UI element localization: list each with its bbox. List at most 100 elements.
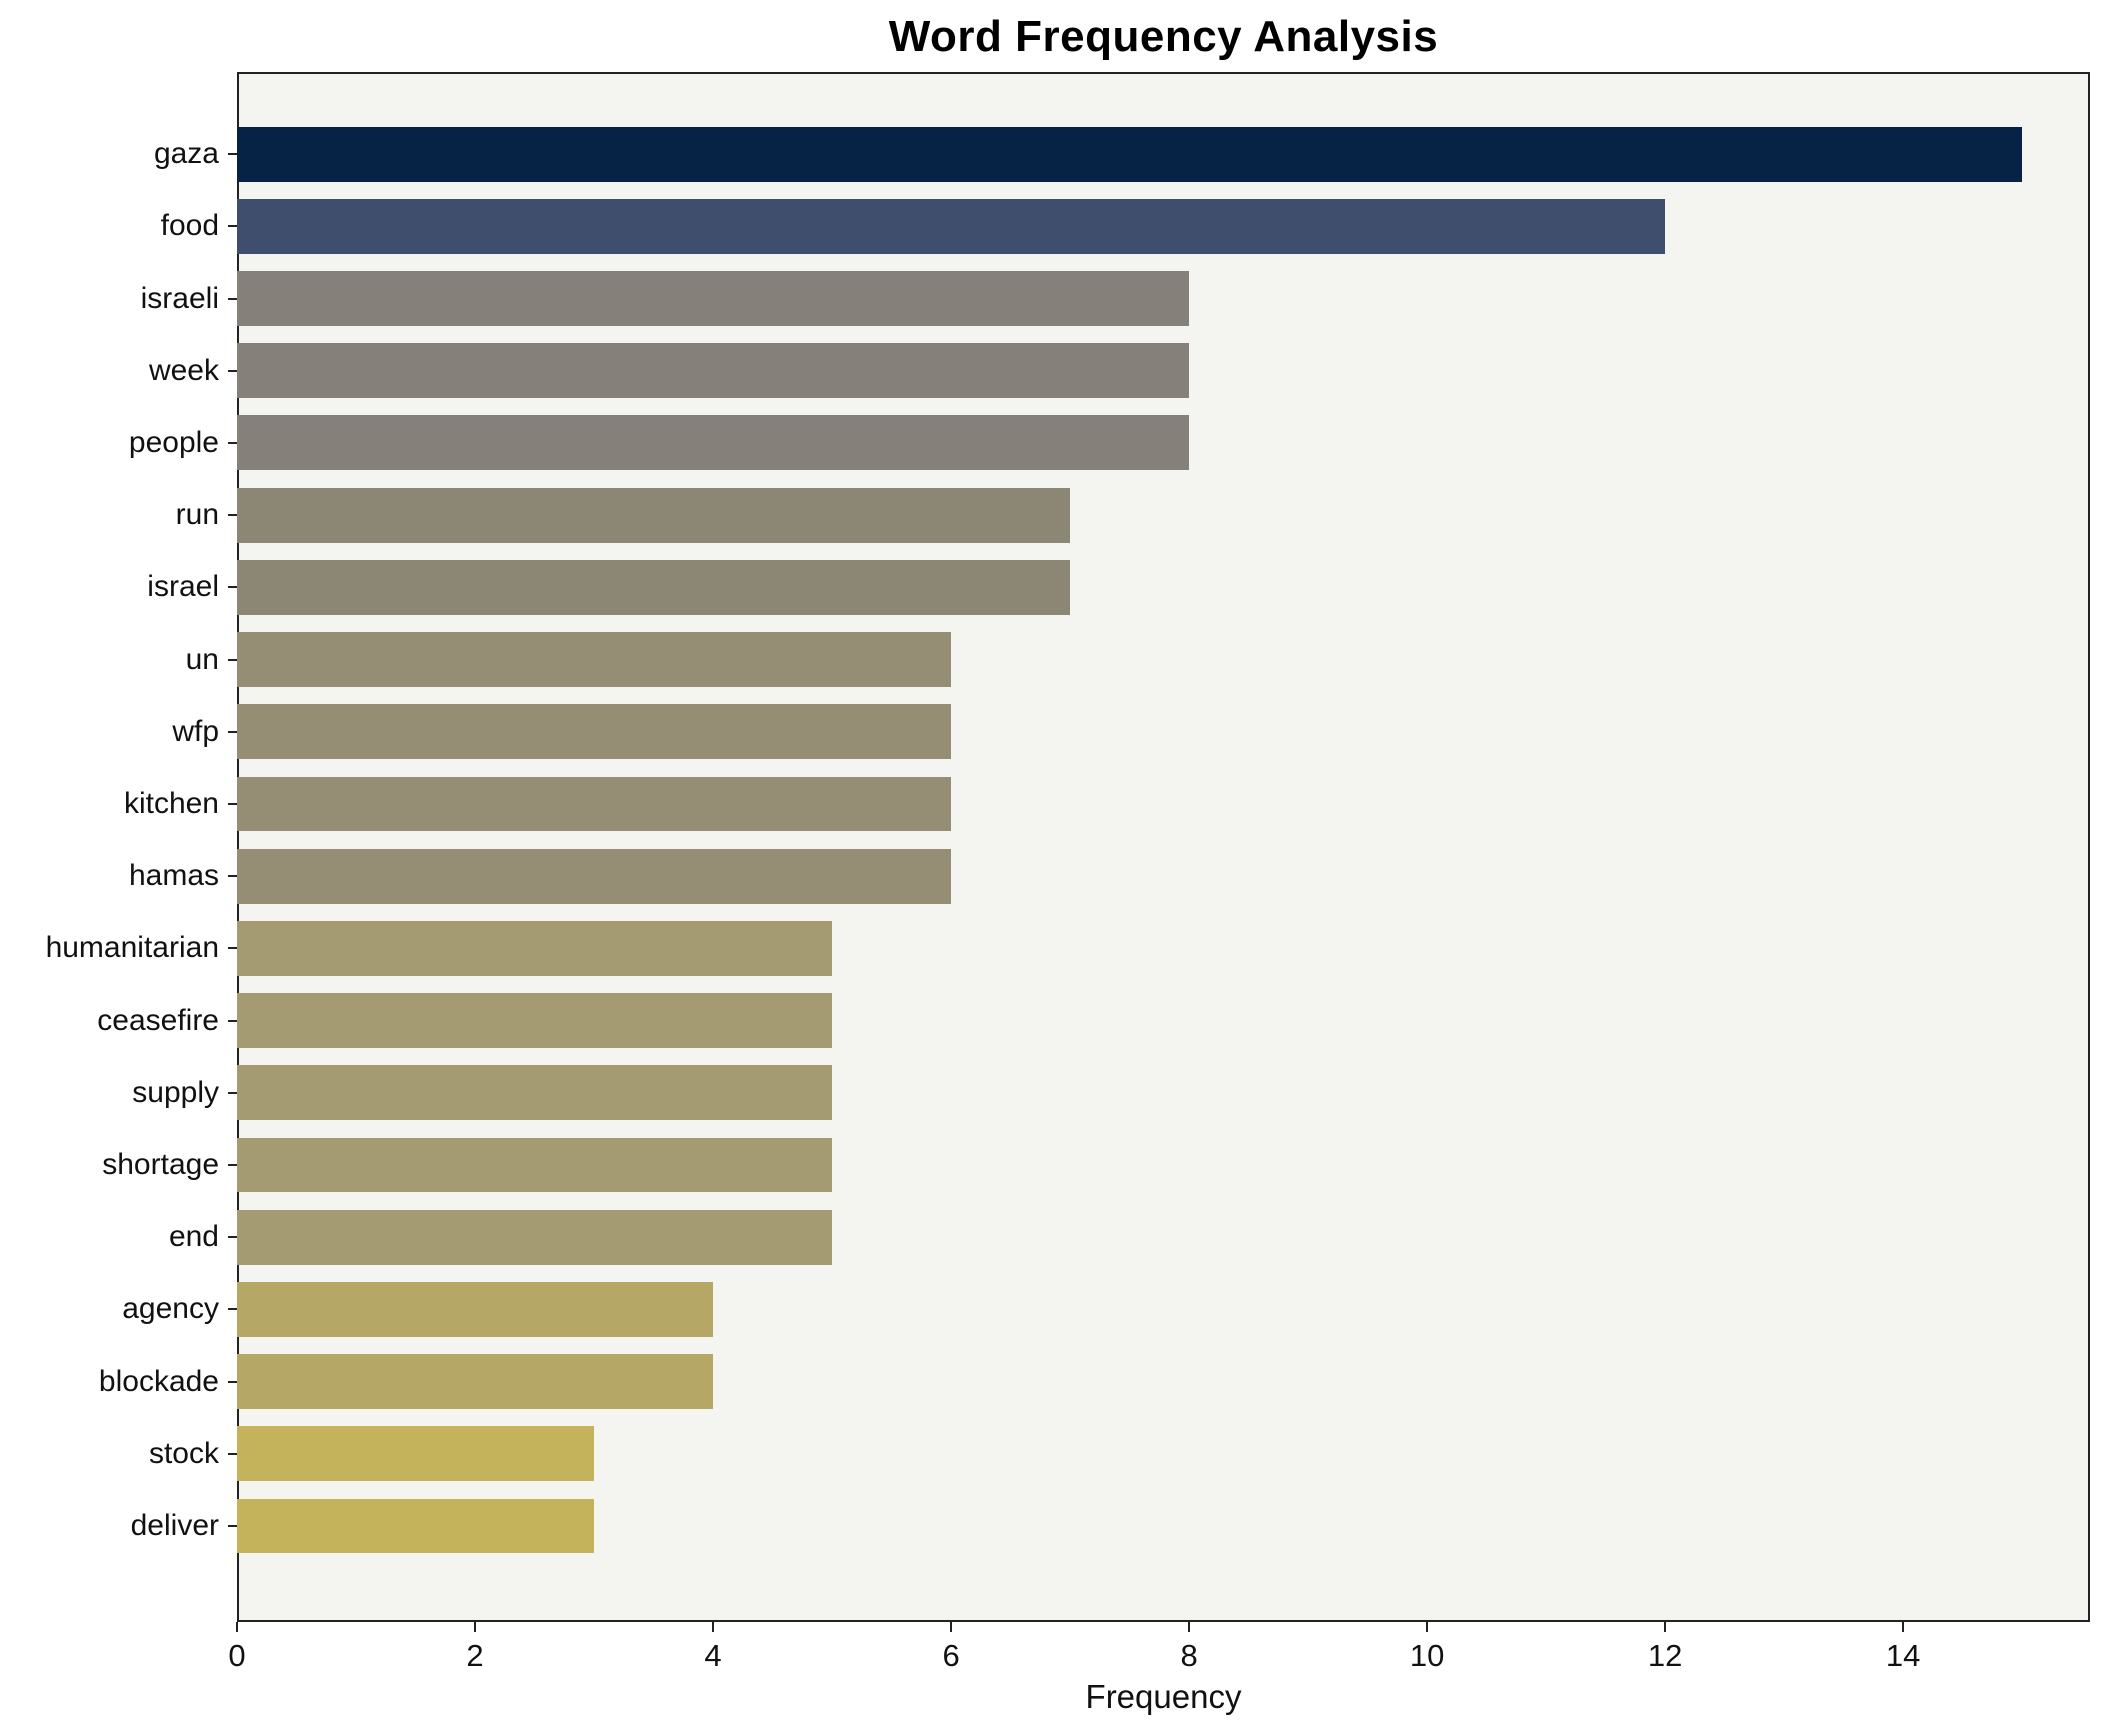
x-tick-mark (1188, 1622, 1191, 1632)
x-tick-label: 4 (704, 1638, 722, 1673)
y-tick-mark (228, 1163, 237, 1166)
bar-row: kitchen (0, 768, 2090, 840)
bar-track (237, 479, 2090, 551)
bar-row: run (0, 479, 2090, 551)
x-tick-label: 0 (228, 1638, 246, 1673)
y-tick-label: people (0, 426, 237, 460)
bar (237, 632, 952, 687)
bar-row: blockade (0, 1345, 2090, 1417)
bar (237, 559, 1071, 615)
y-tick-mark (228, 1019, 237, 1022)
y-tick-mark (228, 1380, 237, 1383)
bar (237, 993, 833, 1048)
y-tick-mark (228, 658, 237, 661)
y-tick-mark (228, 1524, 237, 1527)
bar (237, 198, 1666, 254)
y-tick-label: israeli (0, 282, 237, 316)
y-tick-label: shortage (0, 1148, 237, 1182)
bar-track (237, 1490, 2090, 1562)
y-tick-mark (228, 730, 237, 733)
y-tick-mark (228, 1091, 237, 1094)
bar-row: shortage (0, 1129, 2090, 1201)
bar-row: wfp (0, 696, 2090, 768)
bar (237, 1354, 714, 1409)
bar (237, 1209, 833, 1265)
bar-row: humanitarian (0, 912, 2090, 984)
y-tick-mark (228, 225, 237, 228)
y-tick-mark (228, 441, 237, 444)
x-tick-mark (1426, 1622, 1429, 1632)
bar-track (237, 551, 2090, 623)
bar-row: un (0, 623, 2090, 695)
bar-track (237, 1201, 2090, 1273)
x-tick-label: 10 (1409, 1638, 1445, 1673)
x-tick-label: 12 (1647, 1638, 1683, 1673)
y-tick-label: gaza (0, 137, 237, 171)
x-tick-mark (712, 1622, 715, 1632)
bar-track (237, 190, 2090, 262)
bar-row: israeli (0, 262, 2090, 334)
y-tick-mark (228, 875, 237, 878)
y-tick-label: wfp (0, 715, 237, 749)
y-tick-label: deliver (0, 1509, 237, 1543)
x-tick-mark (1664, 1622, 1667, 1632)
y-tick-mark (228, 947, 237, 950)
bar (237, 343, 1190, 399)
bar (237, 776, 952, 832)
bar-track (237, 1057, 2090, 1129)
x-tick-mark (474, 1622, 477, 1632)
y-tick-label: hamas (0, 859, 237, 893)
y-tick-label: supply (0, 1076, 237, 1110)
bar-track (237, 984, 2090, 1056)
y-tick-mark (228, 1308, 237, 1311)
y-tick-mark (228, 153, 237, 156)
x-axis-title: Frequency (1085, 1678, 1242, 1715)
bar-track (237, 623, 2090, 695)
bar-track (237, 1129, 2090, 1201)
bar-track (237, 407, 2090, 479)
x-axis: 0 2 4 6 8 10 12 14 (228, 1622, 2090, 1692)
y-tick-label: israel (0, 570, 237, 604)
bar-track (237, 1273, 2090, 1345)
chart-title: Word Frequency Analysis (888, 12, 1439, 61)
x-tick-label: 6 (942, 1638, 960, 1673)
y-tick-label: ceasefire (0, 1004, 237, 1038)
bar-track (237, 1345, 2090, 1417)
bar (237, 848, 952, 904)
bar (237, 487, 1071, 543)
bar-track (237, 696, 2090, 768)
x-tick-label: 8 (1180, 1638, 1198, 1673)
bar (237, 1498, 595, 1554)
bar (237, 1065, 833, 1121)
y-tick-mark (228, 297, 237, 300)
x-tick-label: 14 (1885, 1638, 1921, 1673)
bar-track (237, 912, 2090, 984)
bar-row: food (0, 190, 2090, 262)
bar (237, 1426, 595, 1482)
bar (237, 271, 1190, 326)
y-tick-mark (228, 514, 237, 517)
bar (237, 920, 833, 976)
bar (237, 704, 952, 760)
bar-row: week (0, 335, 2090, 407)
y-tick-label: end (0, 1220, 237, 1254)
y-tick-label: kitchen (0, 787, 237, 821)
bar-track (237, 840, 2090, 912)
bar-row: ceasefire (0, 984, 2090, 1056)
y-tick-label: blockade (0, 1365, 237, 1399)
y-tick-mark (228, 586, 237, 589)
bar-row: gaza (0, 118, 2090, 190)
x-tick-mark (236, 1622, 238, 1632)
y-tick-label: un (0, 643, 237, 677)
y-tick-label: stock (0, 1437, 237, 1471)
bar (237, 415, 1190, 471)
bar-row: israel (0, 551, 2090, 623)
bar-row: supply (0, 1057, 2090, 1129)
x-tick-label: 2 (466, 1638, 484, 1673)
bar-track (237, 118, 2090, 190)
bar-track (237, 768, 2090, 840)
y-tick-label: week (0, 354, 237, 388)
y-tick-mark (228, 802, 237, 805)
y-tick-label: food (0, 209, 237, 243)
